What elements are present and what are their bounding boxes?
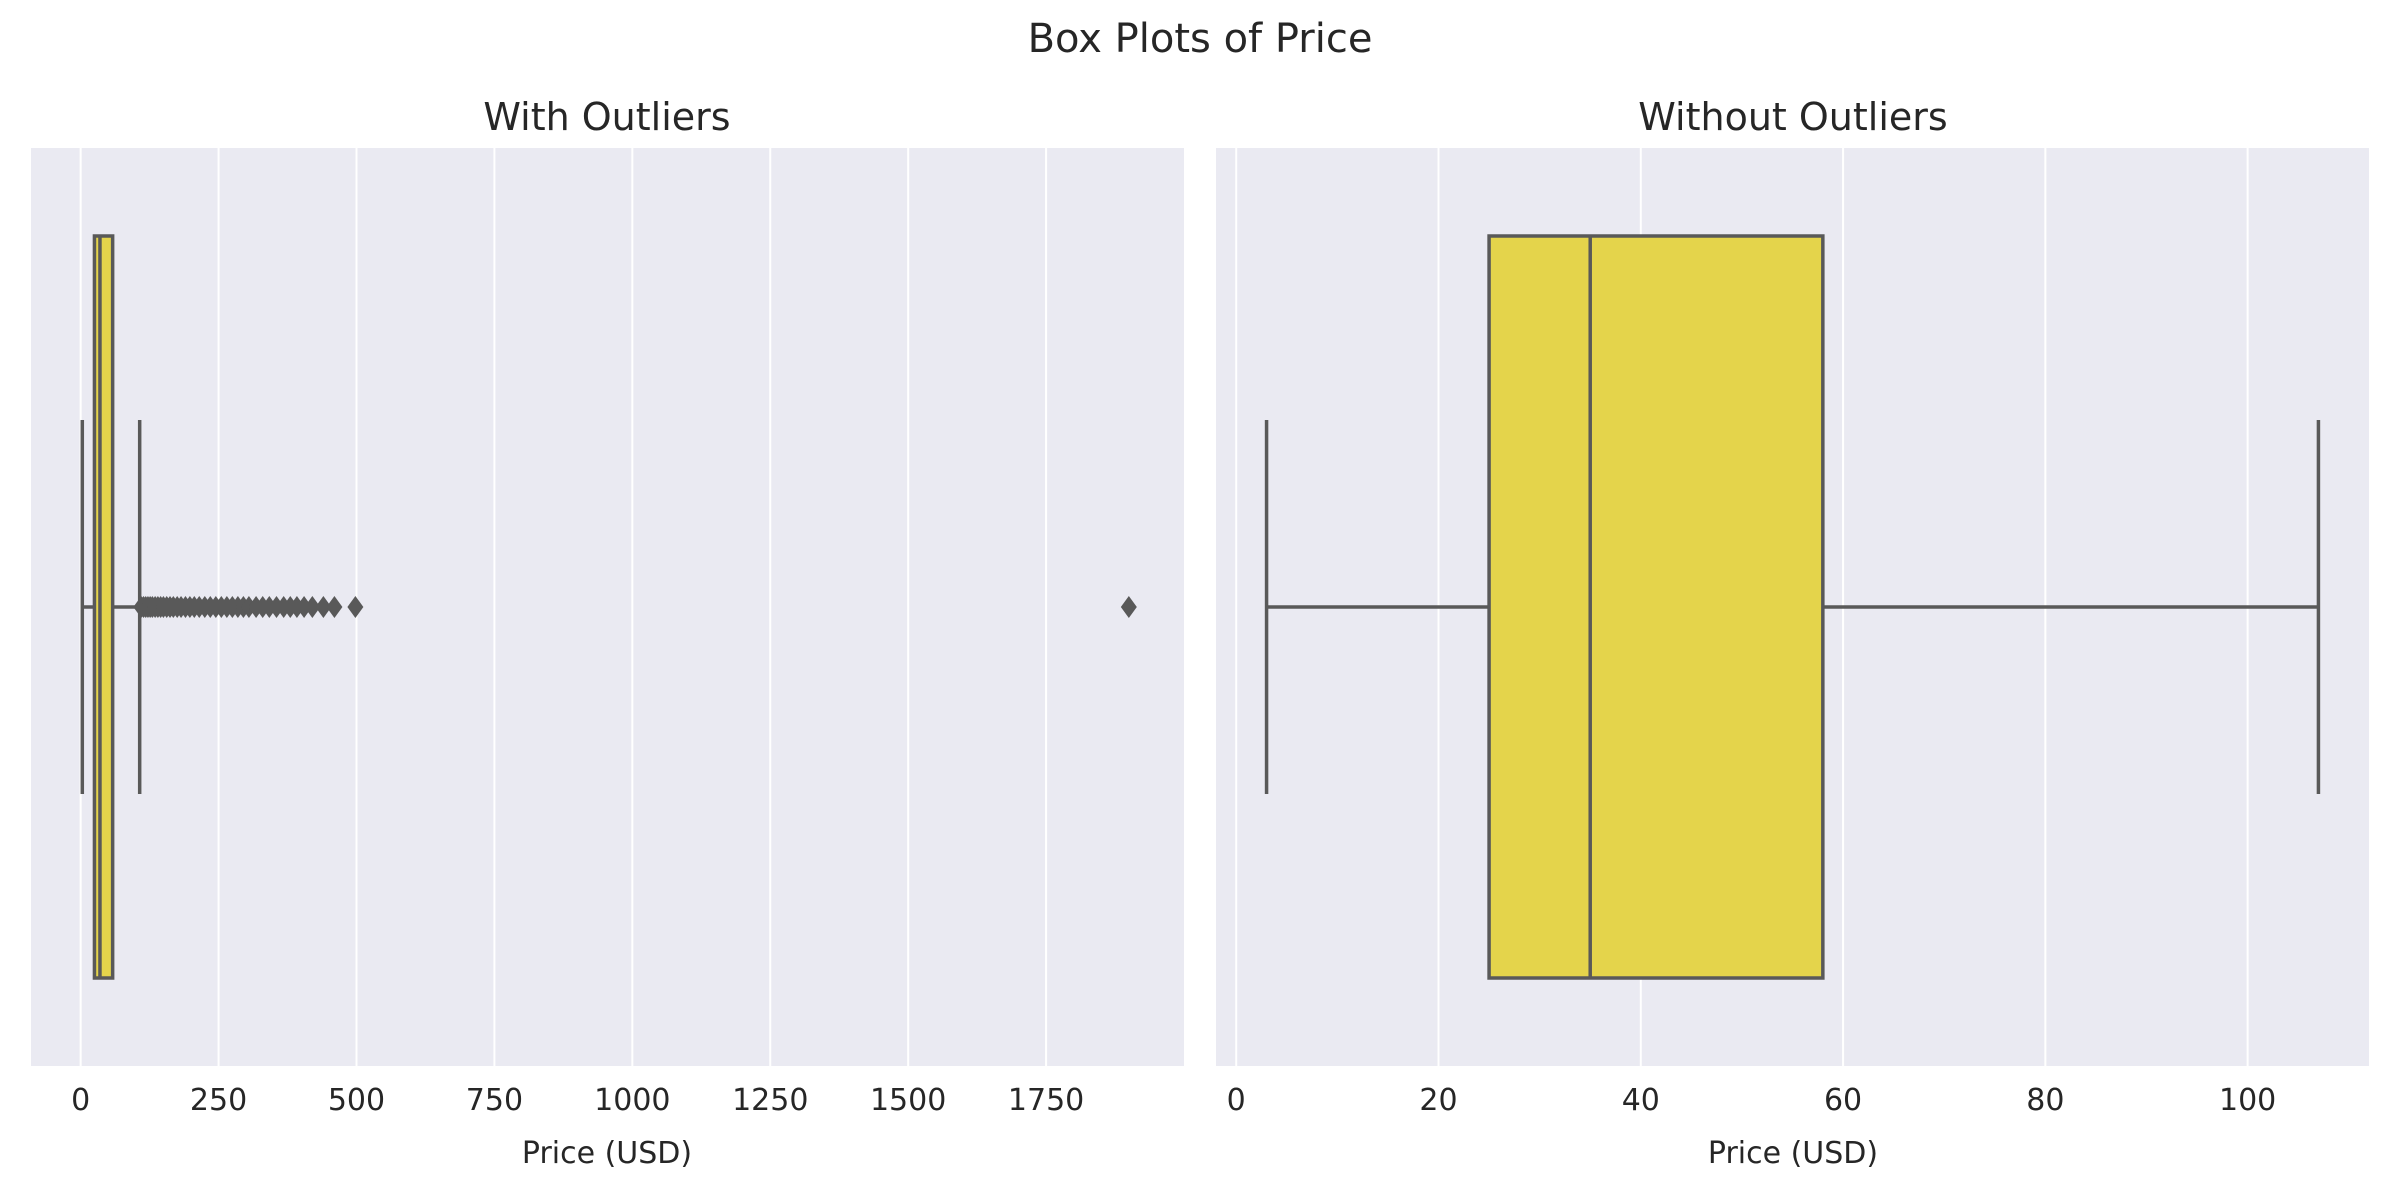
outlier-point (304, 596, 321, 618)
x-tick-label: 1000 (594, 1083, 670, 1118)
x-tick-label: 750 (466, 1083, 523, 1118)
x-tick-label: 1750 (1008, 1083, 1084, 1118)
x-tick-label: 0 (71, 1083, 90, 1118)
outlier-point (296, 596, 313, 618)
x-tick-label: 60 (1824, 1083, 1862, 1118)
outlier-point (326, 596, 343, 618)
x-tick-label: 1250 (732, 1083, 808, 1118)
x-axis-label: Price (USD) (522, 1136, 692, 1171)
x-tick-label: 80 (2026, 1083, 2064, 1118)
figure-title: Box Plots of Price (1028, 16, 1373, 62)
box-iqr (92, 234, 115, 980)
outlier-point (315, 596, 332, 618)
x-axis-label: Price (USD) (1708, 1136, 1878, 1171)
panel-with-outliers: With Outliers Price (USD) 0 250 500 750 1000… (31, 95, 1184, 1171)
x-tick-label: 40 (1622, 1083, 1660, 1118)
x-tick-label: 0 (1227, 1083, 1246, 1118)
outlier-point (1120, 596, 1137, 618)
x-tick-label: 1500 (870, 1083, 946, 1118)
panel-title: With Outliers (483, 95, 730, 139)
x-tick-label: 500 (328, 1083, 385, 1118)
box-iqr (1487, 234, 1825, 980)
panel-title: Without Outliers (1638, 95, 1947, 139)
x-tick-label: 250 (190, 1083, 247, 1118)
panel-without-outliers: Without Outliers Price (USD) 0 20 40 60 80 10… (1216, 95, 2369, 1171)
outlier-point (347, 596, 364, 618)
x-tick-label: 100 (2219, 1083, 2276, 1118)
x-tick-label: 20 (1419, 1083, 1457, 1118)
